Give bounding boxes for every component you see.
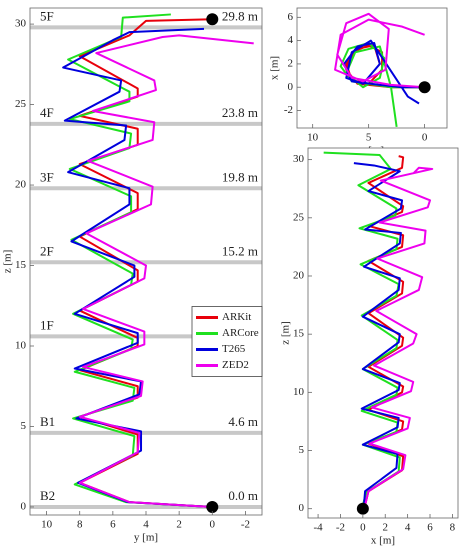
y-axis-label: x [m] (269, 56, 281, 80)
x-tick-label: 8 (450, 522, 456, 534)
x-tick-label: -4 (313, 522, 323, 534)
y-tick-label: 15 (293, 328, 305, 340)
x-tick-label: 5 (366, 132, 372, 144)
endpoint (418, 81, 431, 94)
trajectory (78, 18, 213, 508)
x-tick-label: 4 (405, 522, 411, 534)
y-tick-label: 6 (288, 11, 294, 23)
x-axis-label: y [m] (134, 532, 158, 544)
legend-label: ZED2 (222, 359, 249, 371)
y-tick-label: 0 (288, 81, 294, 93)
floor-height: 19.8 m (222, 169, 258, 184)
x-tick-label: 6 (110, 519, 116, 531)
y-tick-label: 4 (288, 34, 294, 46)
y-tick-label: 2 (288, 57, 294, 69)
floor-name: B2 (40, 488, 55, 503)
axes-frame (307, 147, 459, 519)
y-tick-label: 10 (15, 340, 27, 352)
legend-label: T265 (222, 343, 246, 355)
y-tick-label: 5 (299, 444, 305, 456)
x-tick-label: 0 (360, 522, 366, 534)
x-tick-label: 10 (41, 519, 53, 531)
y-tick-label: 0 (299, 502, 305, 514)
trajectory (78, 34, 254, 508)
endpoint (206, 500, 219, 513)
x-tick-label: 0 (210, 519, 216, 531)
y-tick-label: 30 (293, 153, 305, 165)
x-tick-label: 4 (143, 519, 149, 531)
x-tick-label: -2 (241, 519, 250, 531)
floor-name: 4F (40, 105, 54, 120)
y-axis-label: z [m] (280, 321, 292, 345)
plot-area (308, 148, 458, 518)
x-tick-label: 0 (422, 132, 428, 144)
y-tick-label: 25 (15, 98, 27, 110)
x-tick-label: 2 (176, 519, 182, 531)
trajectory (343, 39, 425, 105)
floor-height: 0.0 m (228, 488, 258, 503)
floor-height: 29.8 m (222, 8, 258, 23)
x-tick-label: 10 (307, 132, 319, 144)
legend-label: ARKit (222, 311, 251, 323)
y-tick-label: 5 (21, 420, 27, 432)
trajectory (353, 162, 404, 509)
axes-frame (296, 7, 448, 129)
x-tick-label: -2 (336, 522, 345, 534)
floor-height: 15.2 m (222, 243, 258, 258)
floor-name: 1F (40, 317, 54, 332)
floor-name: 3F (40, 169, 54, 184)
x-tick-label: 2 (382, 522, 388, 534)
y-tick-label: 10 (293, 386, 305, 398)
plot-area (297, 8, 447, 128)
trajectory (334, 12, 425, 89)
floor-height: 23.8 m (222, 105, 258, 120)
y-tick-label: 25 (293, 211, 305, 223)
y-tick-label: 15 (15, 259, 27, 271)
endpoint (356, 502, 369, 515)
trajectory (67, 13, 213, 508)
x-tick-label: 8 (77, 519, 83, 531)
y-tick-label: 20 (293, 270, 305, 282)
y-axis-label: z [m] (2, 250, 14, 274)
floor-name: 2F (40, 243, 54, 258)
y-tick-label: -2 (284, 104, 293, 116)
x-tick-label: 6 (427, 522, 433, 534)
x-axis-label: x [m] (371, 535, 395, 547)
floor-height: 4.6 m (228, 414, 258, 429)
y-tick-label: 30 (15, 18, 27, 30)
floor-name: B1 (40, 414, 55, 429)
endpoint (206, 13, 219, 26)
y-tick-label: 0 (21, 500, 27, 512)
floor-name: 5F (40, 8, 54, 23)
trajectory (362, 166, 434, 510)
y-tick-label: 20 (15, 179, 27, 191)
legend-label: ARCore (222, 327, 259, 339)
